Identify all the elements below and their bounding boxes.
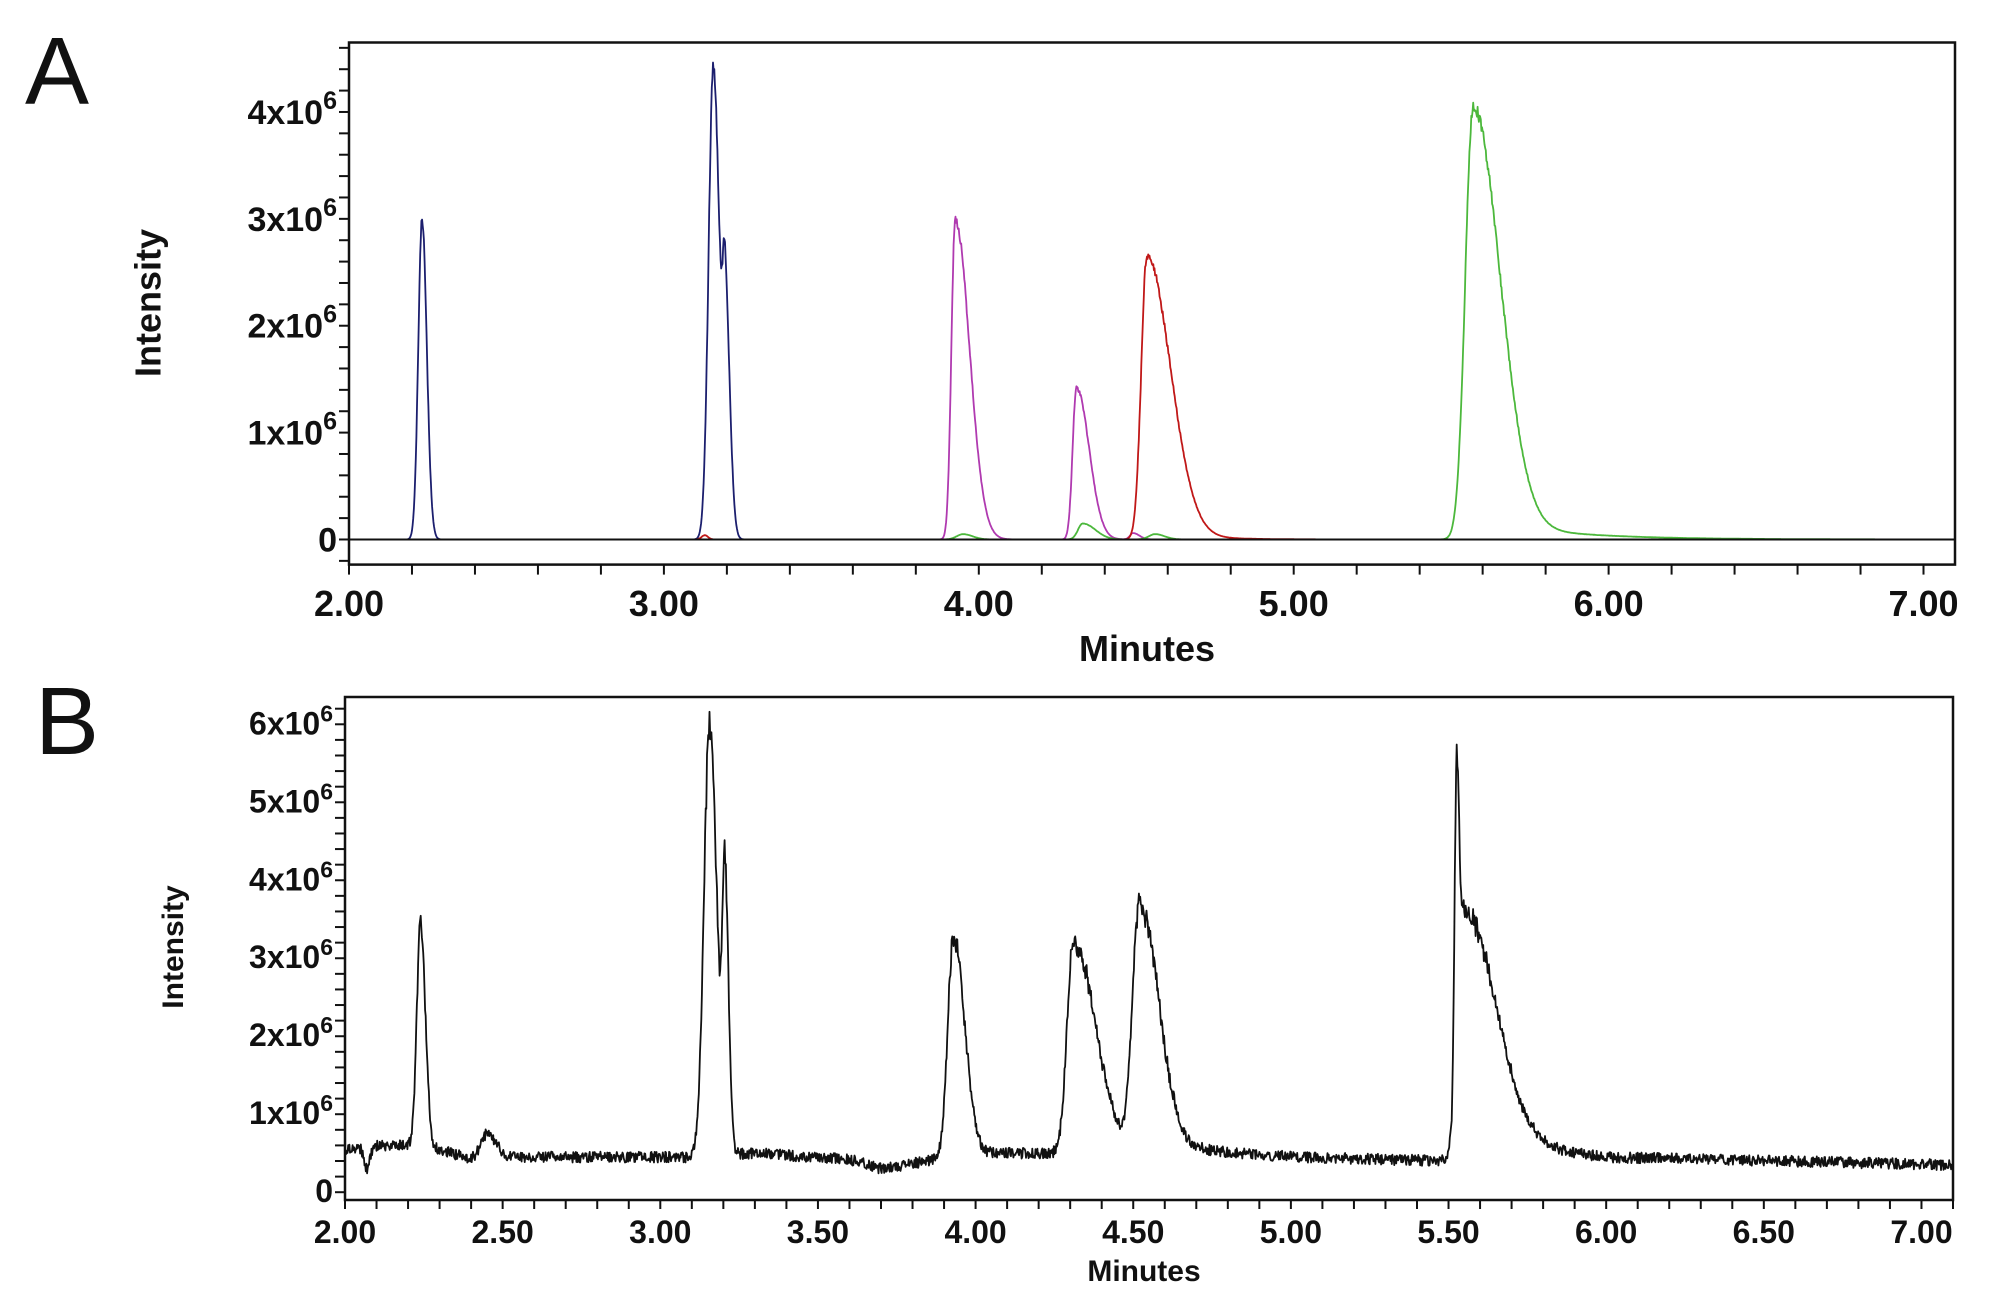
y-tick-label-base: 3x10: [247, 201, 323, 239]
y-tick-label-base: 0: [315, 1173, 333, 1209]
y-tick-label: 1x106: [249, 1090, 333, 1131]
x-tick-label: 2.00: [314, 1214, 376, 1250]
y-tick-label-exponent: 6: [323, 408, 337, 436]
panel-letter-a: A: [25, 18, 89, 125]
y-tick-label-exponent: 6: [320, 778, 333, 804]
y-tick-label-exponent: 6: [320, 1090, 333, 1116]
panel-letter-b: B: [35, 668, 99, 775]
plot-frame: [347, 41, 1957, 566]
y-tick-label: 0: [318, 521, 337, 559]
x-tick-label: 3.50: [787, 1214, 849, 1250]
y-tick-label-base: 1x10: [247, 415, 323, 453]
y-tick-label: 2x106: [249, 1012, 333, 1053]
y-tick-label: 4x106: [247, 87, 337, 132]
y-axis-title: Intensity: [157, 885, 190, 1009]
y-tick-label: 3x106: [249, 934, 333, 975]
y-tick-label: 5x106: [249, 778, 333, 819]
y-tick-label-base: 0: [318, 521, 337, 559]
y-tick-label-exponent: 6: [320, 856, 333, 882]
x-tick-label: 5.50: [1417, 1214, 1479, 1250]
y-tick-label-exponent: 6: [320, 700, 333, 726]
y-tick-label-exponent: 6: [323, 301, 337, 329]
x-tick-label: 5.00: [1259, 583, 1329, 624]
x-tick-label: 4.00: [944, 583, 1014, 624]
y-tick-label-exponent: 6: [320, 1012, 333, 1038]
x-tick-label: 2.00: [314, 583, 384, 624]
y-tick-label-base: 2x10: [247, 308, 323, 346]
x-tick-label: 7.00: [1888, 583, 1958, 624]
series-line-a-3: [348, 253, 1956, 541]
x-tick-label: 6.50: [1733, 1214, 1795, 1250]
panel-b-chart: 2.00 2.50 3.00 3.50 4.00 4.50 5.00 5.50 6.00 6.50…: [157, 695, 1955, 1288]
x-axis-title: Minutes: [1087, 1255, 1200, 1288]
x-tick-label: 3.00: [629, 1214, 691, 1250]
y-axis-title: Intensity: [128, 229, 169, 377]
x-tick-label: 4.50: [1102, 1214, 1164, 1250]
y-tick-label-base: 4x10: [249, 861, 320, 897]
y-tick-label-base: 2x10: [249, 1017, 320, 1053]
y-tick-label-exponent: 6: [320, 934, 333, 960]
series-line-b-1: [344, 710, 1954, 1175]
y-tick-label-base: 5x10: [249, 783, 320, 819]
y-tick-label-base: 4x10: [247, 94, 323, 132]
series-line-a-1: [348, 61, 1956, 541]
y-tick-label: 2x106: [247, 301, 337, 346]
y-tick-label-exponent: 6: [323, 194, 337, 222]
x-tick-label: 6.00: [1574, 583, 1644, 624]
y-tick-label-exponent: 6: [323, 87, 337, 115]
x-tick-label: 4.00: [944, 1214, 1006, 1250]
panel-a-chart: 2.00 3.00 4.00 5.00 6.00 7.0001x1062x1063x106…: [128, 41, 1959, 669]
y-tick-label: 4x106: [249, 856, 333, 897]
x-tick-label: 7.00: [1890, 1214, 1952, 1250]
y-tick-label: 0: [315, 1173, 333, 1209]
y-tick-label-base: 6x10: [249, 705, 320, 741]
x-tick-label: 2.50: [472, 1214, 534, 1250]
x-axis-title: Minutes: [1079, 628, 1215, 669]
y-tick-label: 6x106: [249, 700, 333, 741]
x-tick-label: 5.00: [1260, 1214, 1322, 1250]
y-tick-label-base: 1x10: [249, 1095, 320, 1131]
y-tick-label: 1x106: [247, 408, 337, 453]
y-tick-label: 3x106: [247, 194, 337, 239]
plot-frame: [343, 695, 1955, 1202]
x-tick-label: 6.00: [1575, 1214, 1637, 1250]
y-tick-label-base: 3x10: [249, 939, 320, 975]
series-line-a-4: [348, 101, 1956, 541]
x-tick-label: 3.00: [629, 583, 699, 624]
